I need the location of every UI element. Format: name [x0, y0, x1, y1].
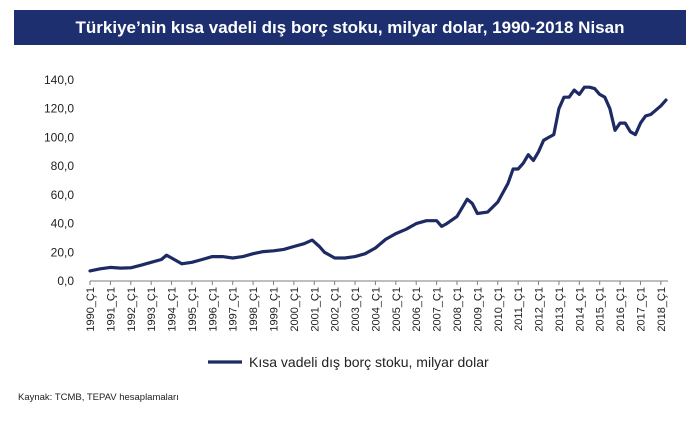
- x-tick-label: 1991_Ç1: [105, 287, 117, 332]
- x-axis-ticks: 1990_Ç1 1991_Ç1 1992_Ç1 1993_Ç1 1994_Ç1 1995_…: [85, 281, 668, 332]
- x-tick-label: 2005_Ç1: [391, 287, 403, 332]
- y-tick-label: 40,0: [51, 217, 75, 231]
- y-tick-label: 140,0: [44, 73, 74, 87]
- x-tick-label: 2015_Ç1: [595, 287, 607, 332]
- x-tick-label: 2003_Ç1: [350, 287, 362, 332]
- y-axis-ticks: 0,0 20,0 40,0 60,0 80,0 100,0 120,0 140,0: [44, 73, 74, 288]
- source-note: Kaynak: TCMB, TEPAV hesaplamaları: [18, 392, 179, 403]
- chart-title: Türkiye’nin kısa vadeli dış borç stoku, …: [14, 10, 686, 45]
- y-tick-label: 20,0: [51, 245, 75, 259]
- x-tick-label: 1998_Ç1: [248, 287, 260, 332]
- x-tick-label: 2018_Ç1: [656, 287, 668, 332]
- x-tick-label: 1996_Ç1: [207, 287, 219, 332]
- x-tick-label: 2011_Ç1: [513, 287, 525, 331]
- x-tick-label: 1995_Ç1: [187, 287, 199, 332]
- legend-label: Kısa vadeli dış borç stoku, milyar dolar: [249, 354, 489, 370]
- x-tick-label: 2013_Ç1: [554, 287, 566, 332]
- x-tick-label: 1990_Ç1: [85, 287, 97, 332]
- y-tick-label: 0,0: [57, 274, 74, 288]
- x-tick-label: 2000_Ç1: [289, 287, 301, 332]
- series-lines: [88, 85, 668, 273]
- y-tick-label: 100,0: [44, 130, 74, 144]
- x-tick-label: 2010_Ç1: [493, 287, 505, 332]
- x-tick-label: 1993_Ç1: [146, 287, 158, 332]
- x-tick-label: 2006_Ç1: [411, 287, 423, 332]
- x-tick-label: 2002_Ç1: [330, 287, 342, 332]
- x-tick-label: 1999_Ç1: [268, 287, 280, 332]
- x-tick-label: 1994_Ç1: [167, 287, 179, 332]
- x-tick-label: 2012_Ç1: [534, 287, 546, 332]
- x-tick-label: 2009_Ç1: [472, 287, 484, 332]
- x-tick-label: 1997_Ç1: [228, 287, 240, 332]
- x-tick-label: 1992_Ç1: [126, 287, 138, 332]
- x-tick-label: 2007_Ç1: [432, 287, 444, 332]
- x-tick-label: 2014_Ç1: [574, 287, 586, 332]
- x-tick-label: 2017_Ç1: [635, 287, 647, 332]
- y-tick-label: 80,0: [51, 159, 75, 173]
- x-tick-label: 2016_Ç1: [615, 287, 627, 332]
- legend: Kısa vadeli dış borç stoku, milyar dolar: [208, 354, 489, 370]
- series-line: [88, 85, 668, 273]
- y-tick-label: 120,0: [44, 102, 74, 116]
- x-tick-label: 2001_Ç1: [309, 287, 321, 332]
- x-tick-label: 2004_Ç1: [370, 287, 382, 332]
- x-tick-label: 2008_Ç1: [452, 287, 464, 332]
- y-tick-label: 60,0: [51, 188, 75, 202]
